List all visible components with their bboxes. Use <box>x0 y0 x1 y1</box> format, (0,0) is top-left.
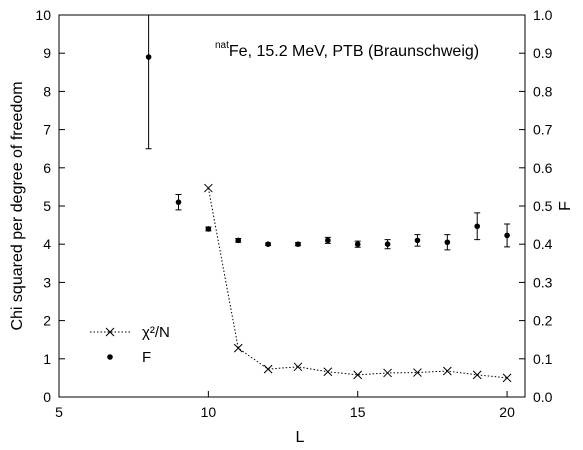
annotation-text: Fe, 15.2 MeV, PTB (Braunschweig) <box>229 43 479 60</box>
x-axis-label: L <box>296 429 305 446</box>
dot-marker <box>504 232 510 239</box>
y-tick-label: 4 <box>43 236 51 252</box>
y2-tick-label: 0.4 <box>533 236 553 252</box>
cross-marker <box>472 370 482 380</box>
dot-marker <box>265 241 271 247</box>
y-tick-label: 7 <box>43 122 51 138</box>
dot-marker <box>444 239 451 246</box>
y-tick-label: 10 <box>35 7 51 23</box>
cross-marker <box>263 364 273 374</box>
plot-area <box>145 15 512 383</box>
x-tick-label: 10 <box>201 404 217 420</box>
y2-tick-label: 0.7 <box>533 122 553 138</box>
y2-axis-label: F <box>557 201 574 211</box>
legend-label: F <box>142 349 151 366</box>
annotation: natFe, 15.2 MeV, PTB (Braunschweig) <box>215 40 479 60</box>
y2-tick-label: 0.1 <box>533 351 553 367</box>
y-tick-label: 9 <box>43 45 51 61</box>
legend-label: χ²/N <box>142 324 170 341</box>
legend-marker <box>105 327 115 337</box>
dot-marker <box>175 199 182 205</box>
y-tick-label: 0 <box>43 389 51 405</box>
cross-marker <box>204 183 213 193</box>
y2-tick-label: 0.8 <box>533 83 553 99</box>
y-tick-label: 3 <box>43 274 51 290</box>
y2-tick-label: 1.0 <box>533 7 553 23</box>
cross-marker <box>323 367 333 377</box>
dot-marker <box>295 241 301 247</box>
dot-marker <box>384 241 391 247</box>
y2-tick-label: 0.5 <box>533 198 553 214</box>
cross-marker <box>383 368 392 378</box>
dot-marker <box>205 226 212 232</box>
x-tick-label: 5 <box>55 404 63 420</box>
y-tick-label: 8 <box>43 83 51 99</box>
dot-marker <box>354 241 361 247</box>
cross-marker <box>502 373 512 383</box>
dot-marker <box>474 223 481 230</box>
cross-marker <box>413 368 422 377</box>
x-tick-label: 20 <box>499 404 515 420</box>
y2-tick-label: 0.9 <box>533 45 553 61</box>
cross-marker <box>233 343 243 353</box>
y2-tick-label: 0.2 <box>533 313 553 329</box>
error-bar <box>145 15 152 150</box>
y2-tick-label: 0.0 <box>533 389 553 405</box>
y-tick-label: 1 <box>43 351 51 367</box>
y2-tick-label: 0.3 <box>533 274 553 290</box>
dot-marker <box>325 237 331 244</box>
legend-marker <box>107 354 113 360</box>
dot-marker <box>235 237 242 244</box>
y-axis-label: Chi squared per degree of freedom <box>9 81 26 330</box>
y-tick-label: 6 <box>43 160 51 176</box>
dot-marker <box>414 237 421 244</box>
y-tick-label: 5 <box>43 198 51 214</box>
annotation-superscript: nat <box>215 40 229 51</box>
y-tick-label: 2 <box>43 313 51 329</box>
cross-marker <box>293 362 303 372</box>
cross-marker <box>442 366 452 376</box>
y2-tick-label: 0.6 <box>533 160 553 176</box>
cross-marker <box>353 370 363 380</box>
x-tick-label: 15 <box>350 404 366 420</box>
plot-frame <box>58 14 526 398</box>
dot-marker <box>145 54 152 60</box>
series-line <box>207 187 508 379</box>
